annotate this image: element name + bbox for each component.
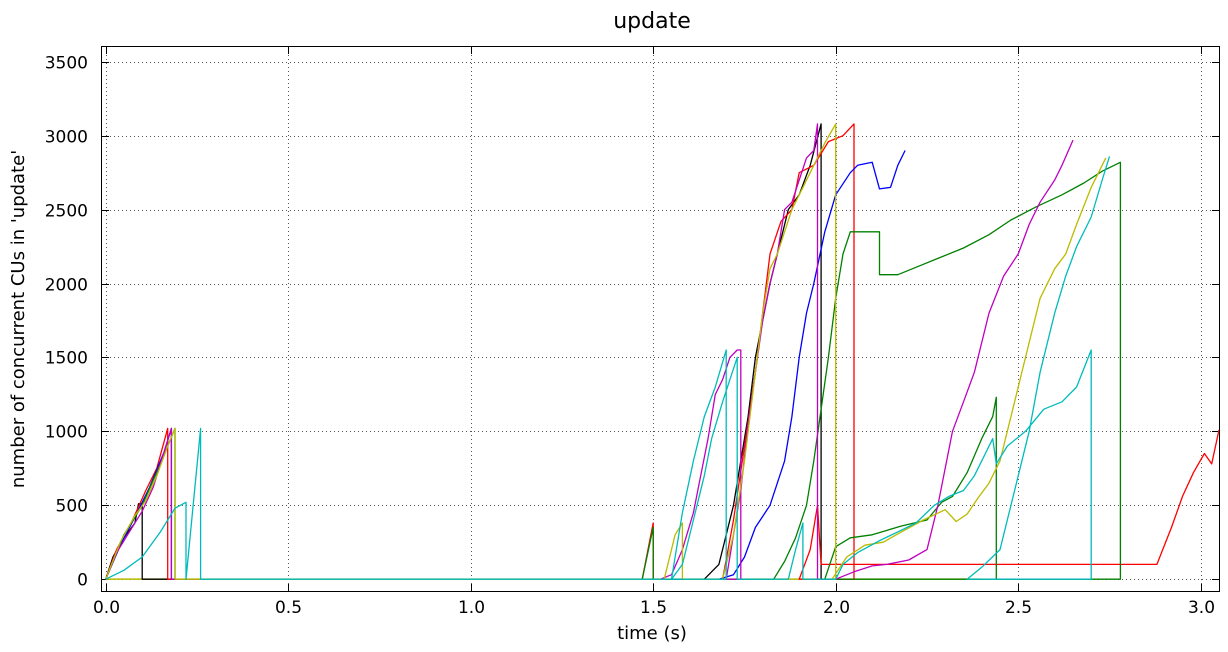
x-tick-label: 1.0 bbox=[458, 598, 485, 618]
plot-area bbox=[105, 123, 1220, 580]
y-tick-label: 500 bbox=[56, 497, 88, 517]
series-line-2 bbox=[105, 150, 906, 580]
series-line-1 bbox=[105, 123, 1220, 580]
x-tick-label: 0.5 bbox=[275, 598, 302, 618]
series-line-5 bbox=[105, 123, 1107, 580]
x-tick-label: 0.0 bbox=[93, 598, 120, 618]
y-ticks: 0 500 1000 1500 2000 2500 3000 3500 bbox=[45, 54, 1219, 591]
y-tick-label: 0 bbox=[77, 571, 88, 591]
y-tick-label: 3500 bbox=[45, 54, 88, 74]
series-line-3 bbox=[105, 161, 1122, 580]
y-tick-label: 3000 bbox=[45, 128, 88, 148]
x-tick-label: 1.5 bbox=[640, 598, 667, 618]
y-tick-label: 1000 bbox=[45, 423, 88, 443]
grid-lines bbox=[102, 47, 1219, 591]
x-tick-label: 2.0 bbox=[823, 598, 850, 618]
y-tick-label: 2500 bbox=[45, 202, 88, 222]
plot-frame bbox=[101, 46, 1220, 592]
x-ticks: 0.0 0.5 1.0 1.5 2.0 2.5 3.0 bbox=[93, 47, 1215, 618]
series-line-0 bbox=[105, 123, 822, 580]
x-axis-label: time (s) bbox=[617, 623, 687, 644]
series-line-4 bbox=[105, 123, 1074, 580]
series-line-6 bbox=[105, 156, 1111, 580]
y-axis-label: number of concurrent CUs in 'update' bbox=[8, 150, 29, 488]
y-tick-label: 2000 bbox=[45, 276, 88, 296]
y-tick-label: 1500 bbox=[45, 349, 88, 369]
x-tick-label: 2.5 bbox=[1005, 598, 1032, 618]
x-tick-label: 3.0 bbox=[1188, 598, 1215, 618]
chart-title: update bbox=[613, 9, 691, 34]
